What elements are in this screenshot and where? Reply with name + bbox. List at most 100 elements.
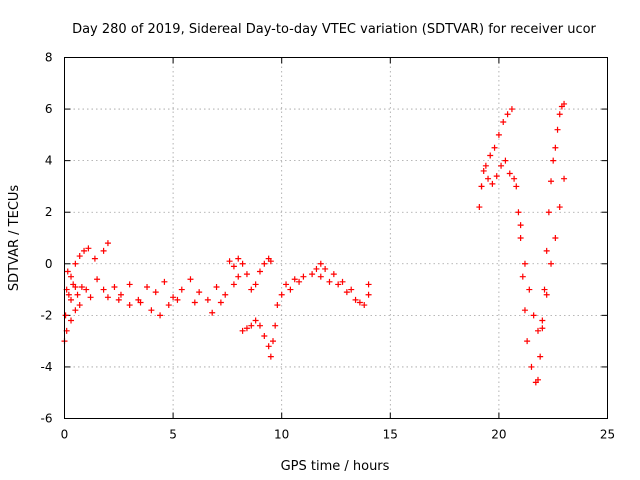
data-point — [261, 260, 268, 267]
data-point — [317, 273, 324, 280]
data-point — [489, 180, 496, 187]
data-point — [548, 178, 555, 185]
x-tick-label: 5 — [169, 428, 177, 442]
y-tick-label: 6 — [45, 102, 53, 116]
y-tick-label: -4 — [41, 360, 53, 374]
data-point — [104, 294, 111, 301]
y-tick-labels: -6 -4 -2 0 2 4 6 8 — [41, 51, 53, 426]
data-point — [309, 271, 316, 278]
data-point — [356, 299, 363, 306]
data-point — [272, 322, 279, 329]
y-tick-label: 0 — [45, 257, 53, 271]
data-point — [543, 291, 550, 298]
data-point — [178, 286, 185, 293]
data-point — [265, 343, 272, 350]
data-point — [100, 286, 107, 293]
data-point — [165, 302, 172, 309]
data-point — [72, 283, 79, 290]
data-point — [521, 307, 528, 314]
data-point — [548, 260, 555, 267]
data-point — [213, 283, 220, 290]
data-point — [513, 183, 520, 190]
data-point — [239, 327, 246, 334]
y-axis-label: SDTVAR / TECUs — [7, 185, 22, 292]
data-point — [556, 204, 563, 211]
data-point — [539, 317, 546, 324]
series-segment-late — [476, 100, 568, 386]
data-point — [519, 273, 526, 280]
data-point — [283, 281, 290, 288]
data-point — [287, 286, 294, 293]
data-point — [365, 281, 372, 288]
data-point — [222, 291, 229, 298]
series-segment-early-lower — [63, 296, 224, 334]
data-point — [502, 157, 509, 164]
data-point — [348, 286, 355, 293]
data-point — [482, 162, 489, 169]
axis-ticks — [64, 57, 608, 419]
data-point — [352, 296, 359, 303]
data-point — [85, 245, 92, 252]
data-point — [326, 278, 333, 285]
data-point — [72, 260, 79, 267]
series-segment-late-upper — [478, 106, 515, 190]
data-point — [335, 281, 342, 288]
data-point — [530, 312, 537, 319]
data-point — [291, 276, 298, 283]
data-point — [157, 312, 164, 319]
series-segment-early — [61, 268, 242, 345]
data-point — [235, 255, 242, 262]
data-point — [552, 144, 559, 151]
y-tick-label: 4 — [45, 154, 53, 168]
data-point — [170, 294, 177, 301]
data-point — [534, 376, 541, 383]
data-point — [94, 276, 101, 283]
data-point — [561, 175, 568, 182]
data-point — [511, 175, 518, 182]
x-tick-label: 25 — [600, 428, 615, 442]
data-point — [495, 131, 502, 138]
x-tick-labels: 0 5 10 15 20 25 — [61, 428, 615, 442]
x-tick-label: 0 — [61, 428, 69, 442]
data-point — [267, 353, 274, 360]
data-point — [322, 265, 329, 272]
data-point — [537, 353, 544, 360]
data-point — [196, 289, 203, 296]
data-point — [365, 291, 372, 298]
data-point — [91, 255, 98, 262]
data-point — [526, 286, 533, 293]
data-point — [300, 273, 307, 280]
data-point — [68, 317, 75, 324]
data-point — [256, 322, 263, 329]
data-point — [78, 283, 85, 290]
data-point — [339, 278, 346, 285]
data-point — [243, 271, 250, 278]
data-point — [148, 307, 155, 314]
data-point — [508, 106, 515, 113]
data-point — [217, 299, 224, 306]
data-point — [235, 273, 242, 280]
data-point — [296, 278, 303, 285]
data-point — [506, 170, 513, 177]
data-point — [330, 271, 337, 278]
data-point — [248, 322, 255, 329]
data-point — [476, 204, 483, 211]
data-point — [239, 260, 246, 267]
data-point — [487, 152, 494, 159]
data-point — [230, 263, 237, 270]
data-point — [517, 222, 524, 229]
data-point — [534, 327, 541, 334]
data-point — [76, 253, 83, 260]
data-point — [152, 289, 159, 296]
data-point — [556, 111, 563, 118]
data-point — [515, 209, 522, 216]
plot-frame — [64, 57, 608, 419]
data-point — [174, 296, 181, 303]
data-point — [74, 291, 81, 298]
data-point — [64, 268, 71, 275]
data-point — [541, 286, 548, 293]
data-point — [115, 296, 122, 303]
data-point — [270, 338, 277, 345]
series-segment-late-inner — [513, 175, 568, 334]
data-point — [104, 240, 111, 247]
